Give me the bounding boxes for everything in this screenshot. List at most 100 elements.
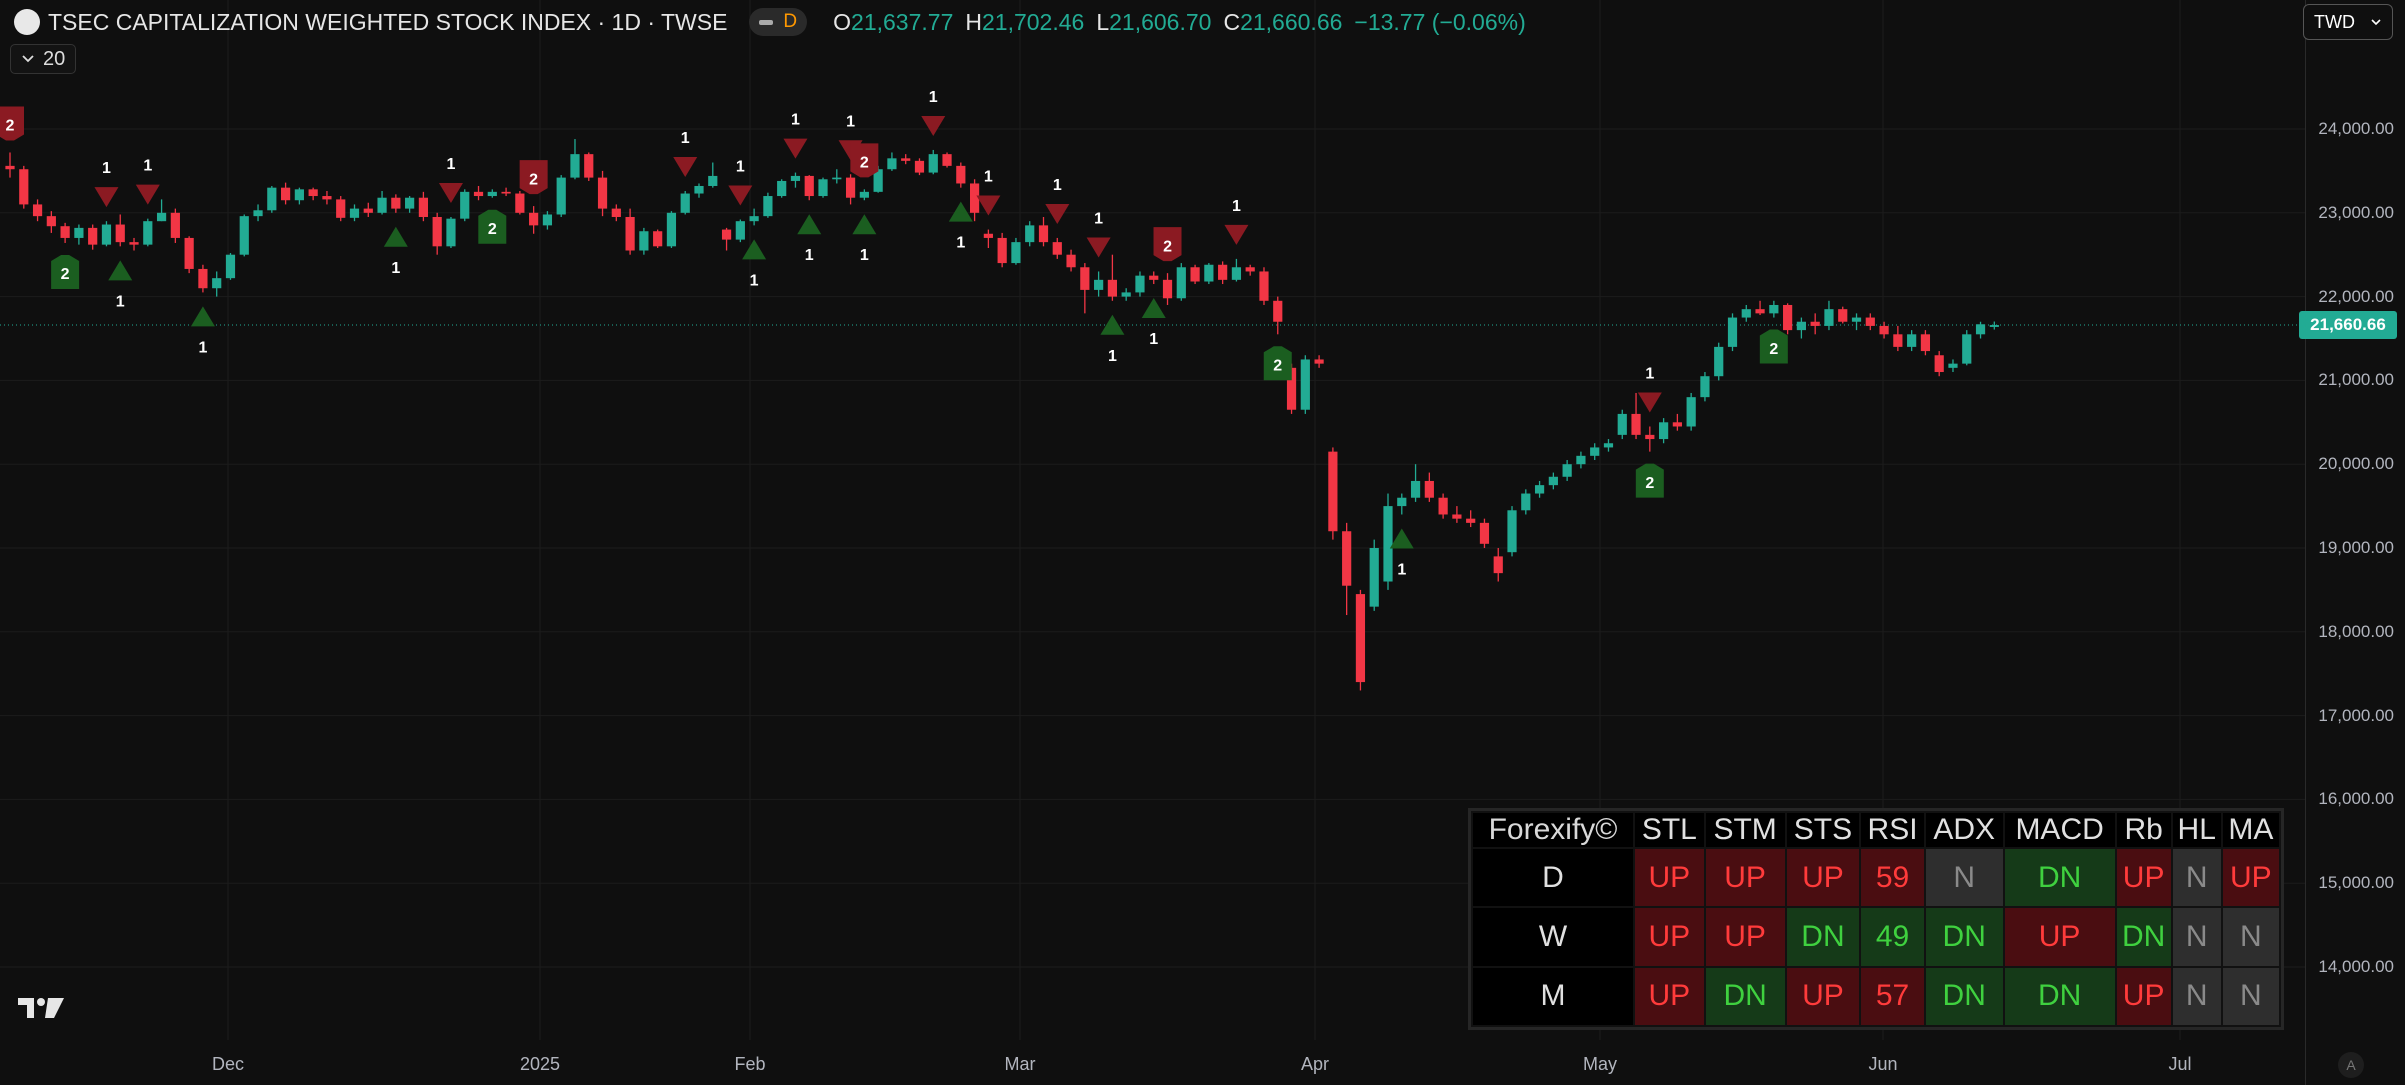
- candle[interactable]: [694, 183, 704, 198]
- candle[interactable]: [584, 152, 594, 181]
- candle[interactable]: [143, 218, 153, 247]
- candle[interactable]: [804, 175, 814, 201]
- candle[interactable]: [515, 191, 525, 215]
- candle[interactable]: [1948, 359, 1958, 373]
- candle[interactable]: [556, 175, 566, 217]
- candle[interactable]: [253, 204, 263, 222]
- candle[interactable]: [721, 227, 732, 251]
- candle[interactable]: [1783, 303, 1793, 335]
- candle[interactable]: [1094, 271, 1104, 297]
- candle[interactable]: [1865, 313, 1875, 331]
- candle[interactable]: [322, 191, 332, 205]
- candle[interactable]: [198, 264, 208, 293]
- candlestick-chart[interactable]: 2 1 1 2 1 1 1 1 2 2 1 1 1 1 1 1 2 1 1 1 1 1 1 1 1 2 1 2 1 1 2 2: [0, 0, 2305, 1040]
- candle[interactable]: [101, 221, 112, 247]
- candle[interactable]: [32, 199, 43, 222]
- candle[interactable]: [1245, 264, 1255, 276]
- candle[interactable]: [887, 152, 897, 171]
- candle[interactable]: [1025, 221, 1035, 247]
- interval-badge[interactable]: D: [749, 8, 808, 36]
- candle[interactable]: [1741, 304, 1751, 322]
- candle[interactable]: [597, 170, 608, 217]
- candle[interactable]: [1176, 263, 1186, 301]
- candle[interactable]: [1218, 261, 1228, 285]
- candle[interactable]: [1645, 426, 1655, 452]
- auto-scale-button[interactable]: A: [2338, 1052, 2364, 1078]
- candle[interactable]: [239, 214, 249, 257]
- price-axis[interactable]: 24,000.00 23,000.00 22,000.00 21,000.00 20,0…: [2305, 0, 2405, 1085]
- candle[interactable]: [611, 204, 621, 222]
- candle[interactable]: [1452, 506, 1462, 523]
- candle[interactable]: [294, 187, 304, 205]
- symbol-title[interactable]: TSEC CAPITALIZATION WEIGHTED STOCK INDEX…: [48, 8, 728, 35]
- candle[interactable]: [1934, 351, 1944, 377]
- candle[interactable]: [391, 194, 401, 213]
- candle[interactable]: [1066, 249, 1076, 272]
- candle[interactable]: [1493, 548, 1503, 582]
- candle[interactable]: [625, 208, 635, 255]
- candle[interactable]: [184, 236, 194, 274]
- candle[interactable]: [88, 224, 98, 250]
- candle[interactable]: [377, 191, 387, 215]
- candle[interactable]: [1479, 518, 1490, 548]
- candle[interactable]: [859, 189, 869, 201]
- candle[interactable]: [1672, 413, 1682, 431]
- candle[interactable]: [1369, 539, 1379, 611]
- candle[interactable]: [1686, 392, 1696, 431]
- candle[interactable]: [1328, 447, 1338, 540]
- candle[interactable]: [708, 162, 718, 188]
- candle[interactable]: [5, 152, 15, 178]
- candle[interactable]: [666, 211, 677, 248]
- candle[interactable]: [763, 192, 773, 218]
- candle[interactable]: [1879, 321, 1889, 339]
- candle[interactable]: [1617, 409, 1627, 440]
- candle[interactable]: [336, 196, 346, 222]
- candle[interactable]: [845, 174, 856, 205]
- candle[interactable]: [1796, 317, 1806, 339]
- candle[interactable]: [432, 212, 442, 255]
- candle[interactable]: [970, 179, 980, 222]
- candle[interactable]: [1204, 263, 1214, 285]
- candle[interactable]: [1576, 451, 1586, 469]
- candle[interactable]: [1162, 273, 1173, 305]
- candle[interactable]: [1920, 330, 1931, 356]
- candle[interactable]: [777, 179, 787, 198]
- candle[interactable]: [1714, 342, 1724, 381]
- candle[interactable]: [1300, 355, 1310, 414]
- candle[interactable]: [997, 232, 1007, 268]
- candle[interactable]: [1355, 589, 1366, 691]
- candle[interactable]: [1038, 216, 1049, 247]
- candle[interactable]: [639, 227, 649, 255]
- candle[interactable]: [1810, 313, 1820, 335]
- candle[interactable]: [1080, 263, 1090, 314]
- candle[interactable]: [1259, 267, 1269, 305]
- candle[interactable]: [1755, 300, 1765, 316]
- candle[interactable]: [1907, 330, 1917, 352]
- tradingview-logo-icon[interactable]: [18, 996, 64, 1025]
- candle[interactable]: [832, 169, 842, 184]
- candle[interactable]: [1562, 460, 1572, 481]
- candle[interactable]: [1231, 258, 1242, 282]
- candle[interactable]: [1342, 522, 1352, 616]
- candle[interactable]: [1603, 439, 1614, 452]
- candle[interactable]: [156, 199, 167, 222]
- candle[interactable]: [735, 219, 745, 243]
- candle[interactable]: [790, 172, 801, 188]
- candle[interactable]: [225, 253, 236, 280]
- candle[interactable]: [501, 187, 511, 197]
- candle[interactable]: [1052, 237, 1062, 259]
- candle[interactable]: [1548, 472, 1558, 490]
- indicator-collapse-button[interactable]: 20: [10, 44, 77, 74]
- candle[interactable]: [1989, 321, 1999, 330]
- candle[interactable]: [1824, 300, 1834, 331]
- candle[interactable]: [487, 189, 497, 198]
- candle[interactable]: [1011, 237, 1021, 265]
- candle[interactable]: [170, 208, 180, 243]
- candle[interactable]: [1507, 506, 1517, 557]
- candle[interactable]: [1397, 493, 1407, 515]
- candle[interactable]: [60, 222, 70, 243]
- candle[interactable]: [680, 191, 690, 215]
- candle[interactable]: [446, 216, 456, 248]
- candle[interactable]: [19, 165, 29, 209]
- candle[interactable]: [473, 185, 484, 201]
